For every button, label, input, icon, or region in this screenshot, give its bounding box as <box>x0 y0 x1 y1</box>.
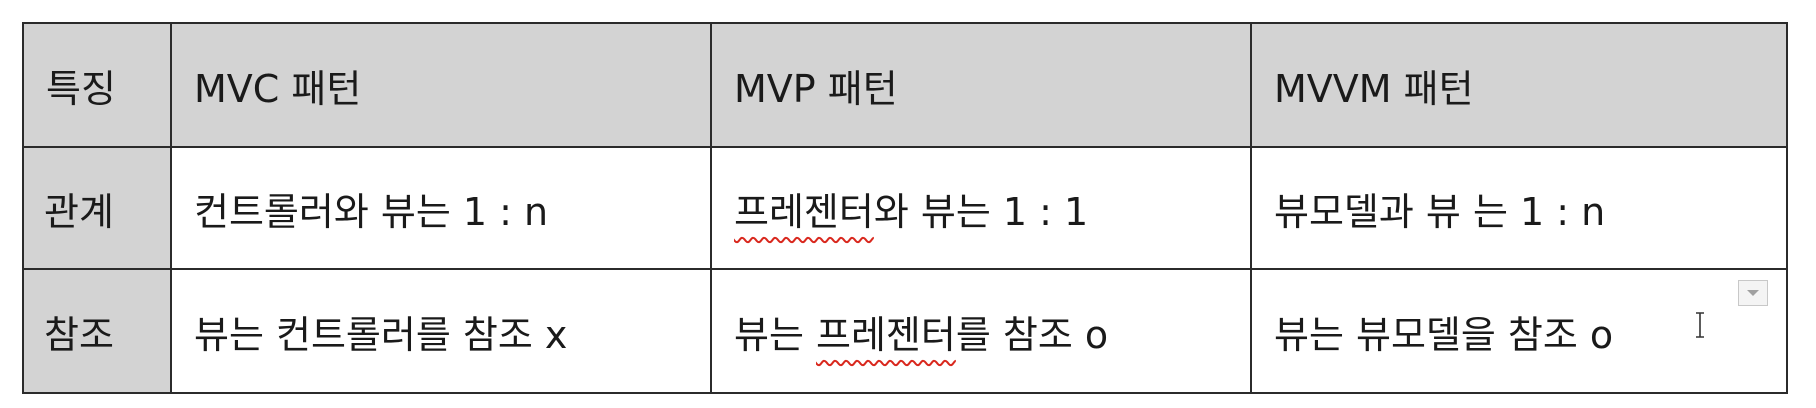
cell-mvvm-relation[interactable]: 뷰모델과 뷰 는 1 : n <box>1250 146 1788 270</box>
cell-mvp-reference[interactable]: 뷰는 프레젠터를 참조 o <box>710 268 1252 394</box>
spellcheck-word: 프레젠터 <box>816 312 956 357</box>
cell-text: 를 참조 o <box>955 312 1109 357</box>
header-cell-mvc[interactable]: MVC 패턴 <box>170 22 712 148</box>
chevron-down-icon[interactable] <box>1738 280 1768 306</box>
cell-mvvm-reference[interactable]: 뷰는 뷰모델을 참조 o <box>1250 268 1788 394</box>
text-cursor-icon <box>1696 312 1704 338</box>
cell-text: 와 뷰는 1 : 1 <box>873 189 1089 234</box>
cell-content: 뷰는 뷰모델을 참조 o <box>1274 271 1785 391</box>
cell-mvp-relation[interactable]: 프레젠터와 뷰는 1 : 1 <box>710 146 1252 270</box>
cell-text: 뷰는 뷰모델을 참조 o <box>1274 312 1614 357</box>
header-cell-mvvm[interactable]: MVVM 패턴 <box>1250 22 1788 148</box>
table-row: 참조 뷰는 컨트롤러를 참조 x 뷰는 프레젠터를 참조 o 뷰는 뷰모델을 참… <box>22 268 1788 394</box>
pattern-comparison-table: 특징 MVC 패턴 MVP 패턴 MVVM 패턴 관계 컨트롤러와 뷰는 1 :… <box>22 22 1788 394</box>
header-cell-feature[interactable]: 특징 <box>22 22 172 148</box>
spellcheck-word: 프레젠터 <box>734 189 874 234</box>
cell-mvc-reference[interactable]: 뷰는 컨트롤러를 참조 x <box>170 268 712 394</box>
cell-text: 뷰는 <box>734 312 816 357</box>
header-cell-mvp[interactable]: MVP 패턴 <box>710 22 1252 148</box>
table-header-row: 특징 MVC 패턴 MVP 패턴 MVVM 패턴 <box>22 22 1788 148</box>
cell-mvc-relation[interactable]: 컨트롤러와 뷰는 1 : n <box>170 146 712 270</box>
row-label-relation[interactable]: 관계 <box>22 146 172 270</box>
table-row: 관계 컨트롤러와 뷰는 1 : n 프레젠터와 뷰는 1 : 1 뷰모델과 뷰 … <box>22 146 1788 270</box>
row-label-reference[interactable]: 참조 <box>22 268 172 394</box>
